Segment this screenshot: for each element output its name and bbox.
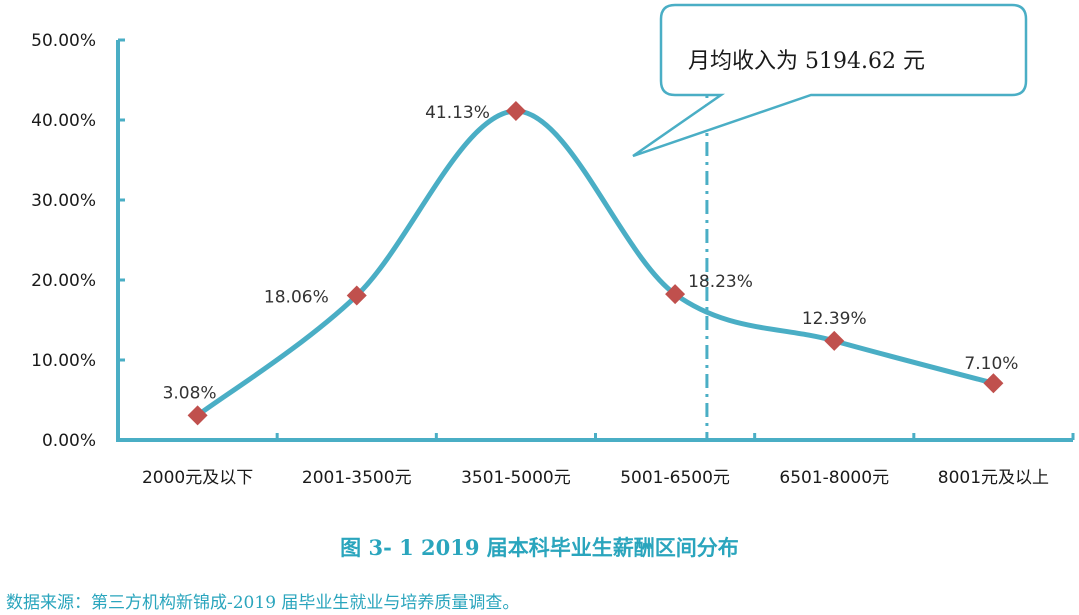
x-category-label: 8001元及以上 [938, 468, 1049, 488]
y-tick-label: 20.00% [31, 271, 96, 291]
data-point-markers [187, 100, 1004, 426]
data-point-marker [983, 373, 1004, 394]
x-category-label: 6501-8000元 [779, 468, 889, 488]
data-point-marker [665, 284, 686, 305]
data-label: 3.08% [163, 383, 217, 403]
y-tick-label: 30.00% [31, 191, 96, 211]
x-category-label: 3501-5000元 [461, 468, 571, 488]
data-point-marker [346, 285, 367, 306]
salary-distribution-chart: 0.00% 10.00% 20.00% 30.00% 40.00% 50.00% 2000… [31, 3, 1075, 488]
callout-text: 月均收入为 5194.62 元 [688, 49, 925, 74]
y-tick-label: 0.00% [42, 431, 96, 451]
x-axis-labels: 2000元及以下 2001-3500元 3501-5000元 5001-6500元 65… [142, 468, 1049, 488]
x-category-label: 5001-6500元 [620, 468, 730, 488]
data-label: 12.39% [802, 309, 867, 329]
chart-axes [116, 40, 1075, 442]
data-label: 18.06% [264, 288, 329, 308]
salary-series-line [195, 108, 996, 418]
callout-bubble [632, 3, 1028, 158]
y-tick-label: 40.00% [31, 111, 96, 131]
y-axis-ticks: 0.00% 10.00% 20.00% 30.00% 40.00% 50.00% [31, 31, 125, 451]
data-point-marker [505, 100, 526, 121]
data-point-marker [824, 330, 845, 351]
x-category-label: 2000元及以下 [142, 468, 253, 488]
figure-caption: 图 3- 1 2019 届本科毕业生薪酬区间分布 [340, 535, 739, 560]
y-tick-label: 50.00% [31, 31, 96, 51]
mean-income-callout: 月均收入为 5194.62 元 [632, 3, 1028, 158]
data-label: 7.10% [964, 354, 1018, 374]
data-point-marker [187, 405, 208, 426]
data-label: 18.23% [688, 272, 753, 292]
x-category-label: 2001-3500元 [302, 468, 412, 488]
data-labels: 3.08% 18.06% 41.13% 18.23% 12.39% 7.10% [163, 103, 1019, 403]
data-source-note: 数据来源：第三方机构新锦成-2019 届毕业生就业与培养质量调查。 [6, 593, 520, 613]
y-tick-label: 10.00% [31, 351, 96, 371]
data-label: 41.13% [425, 103, 490, 123]
